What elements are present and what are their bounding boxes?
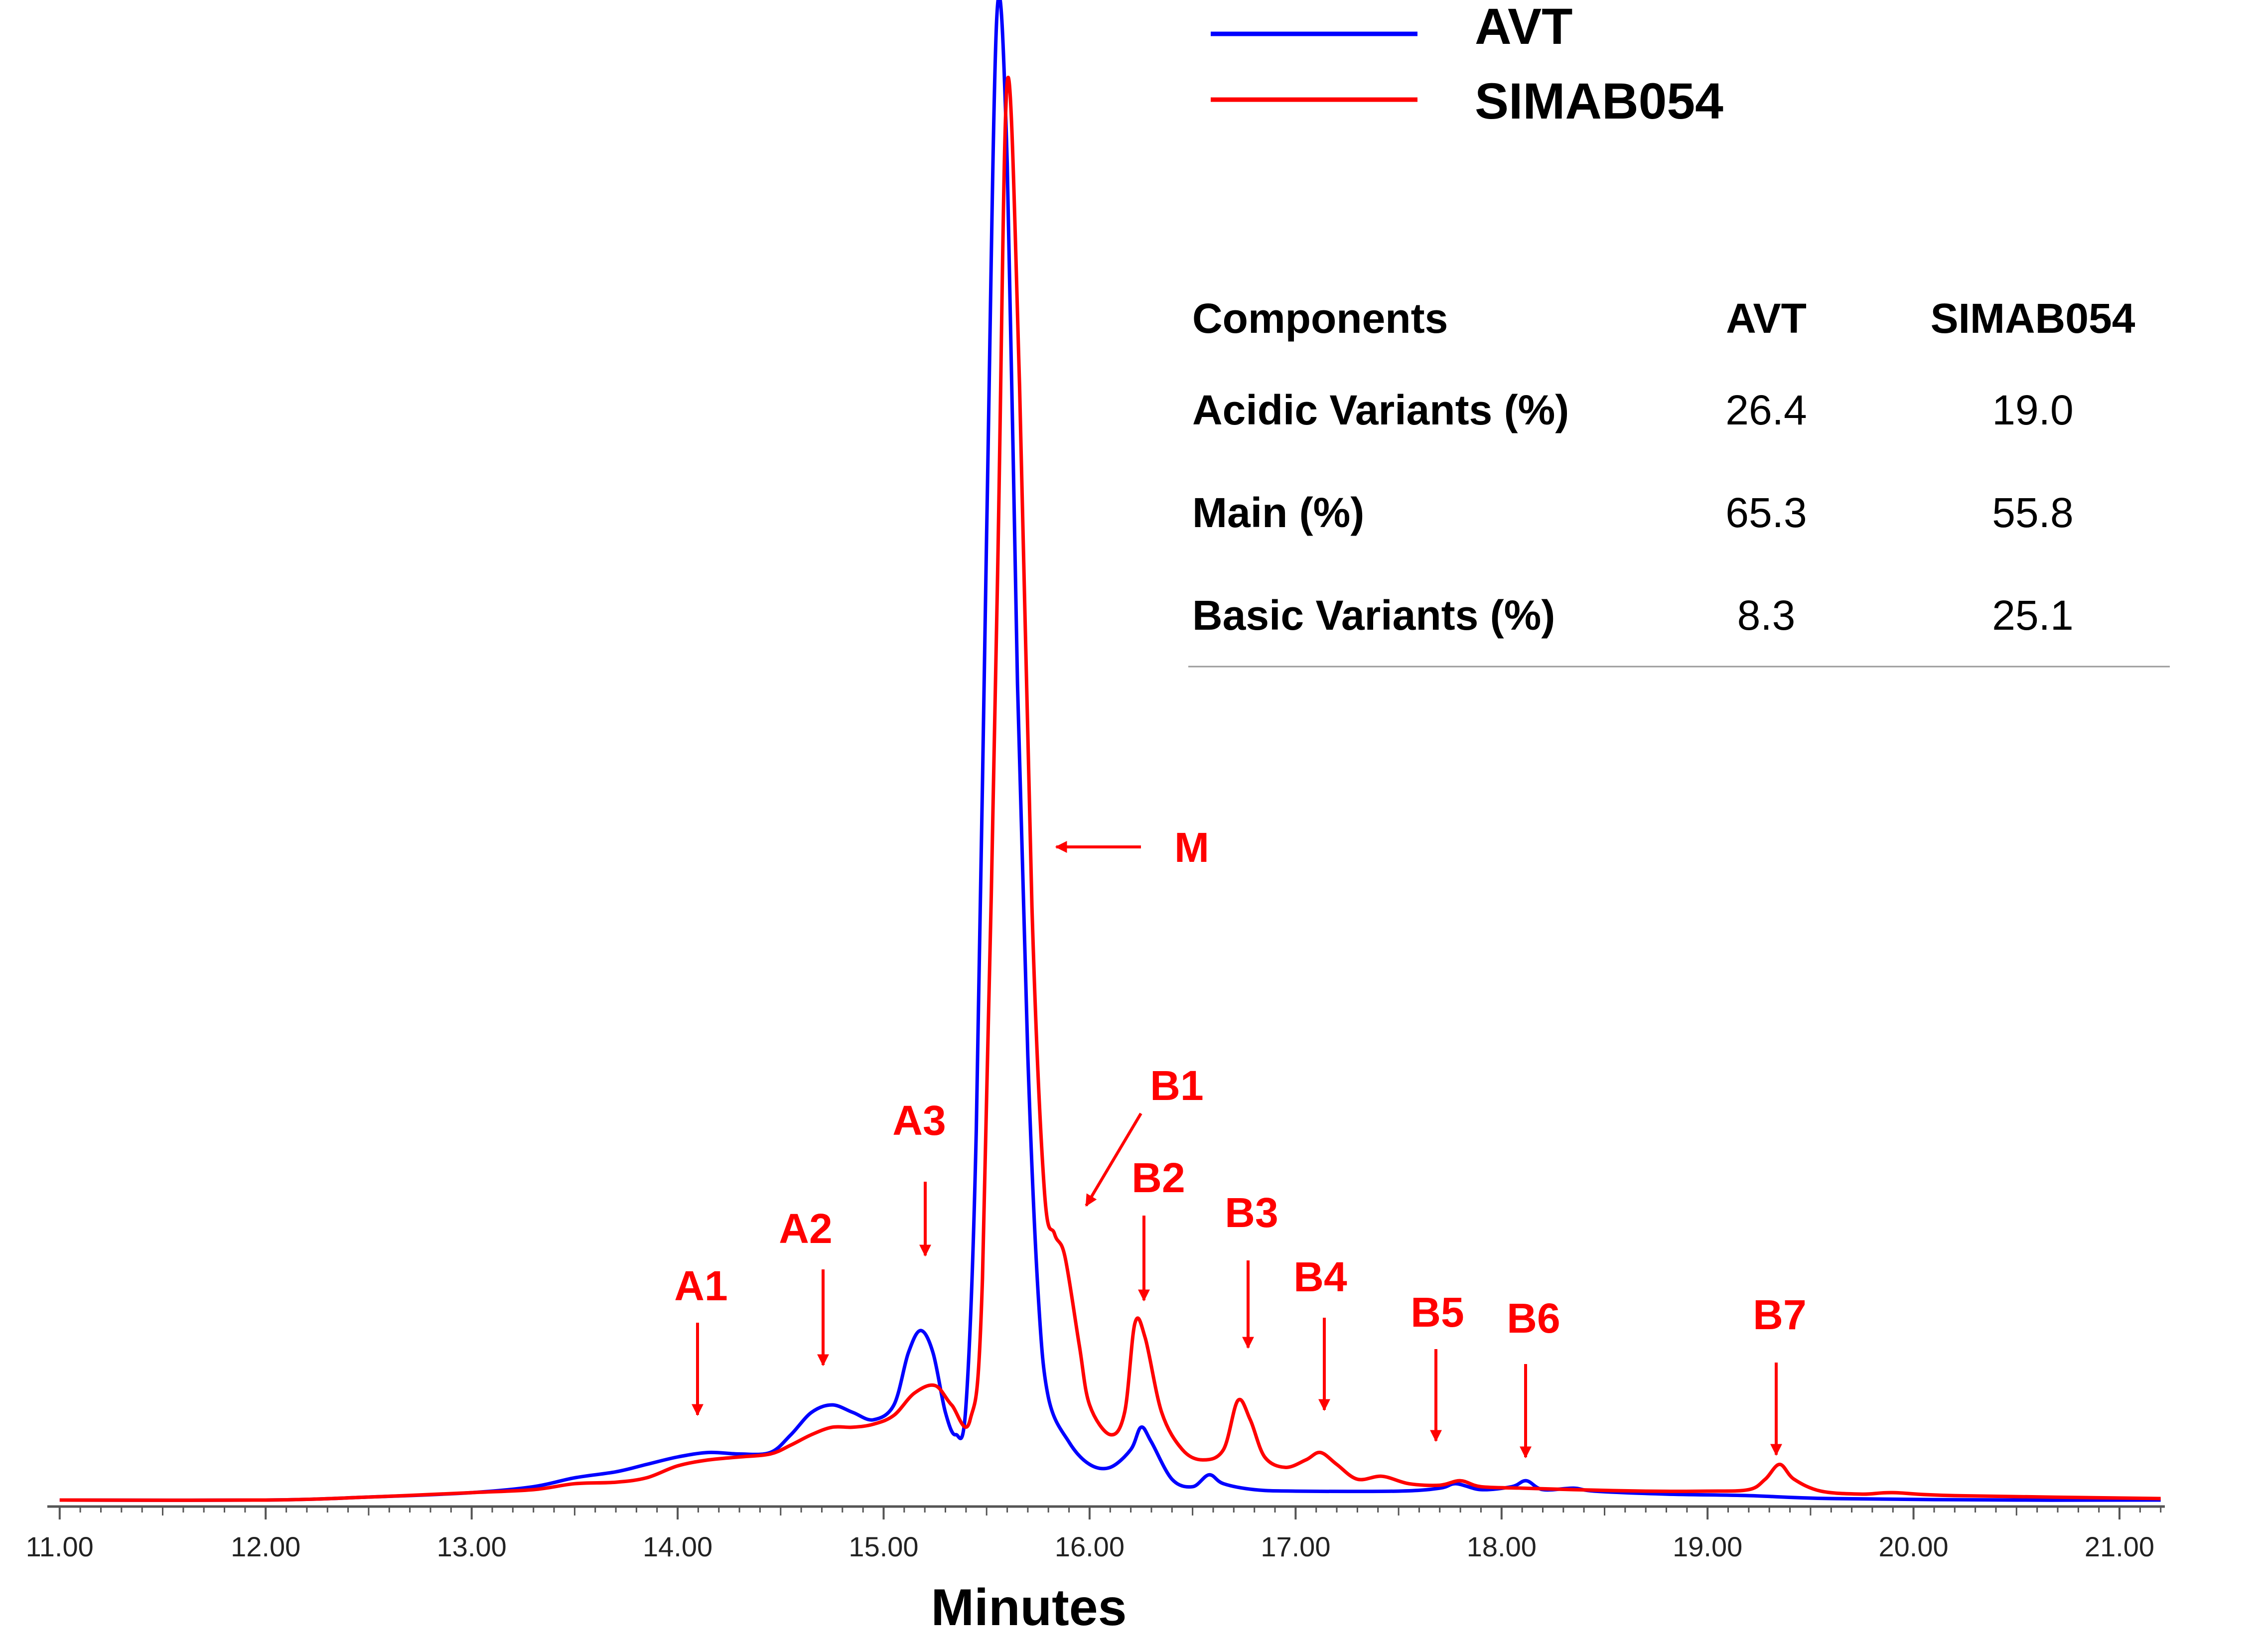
table-header-simab054: SIMAB054 bbox=[1931, 295, 2135, 342]
peak-label-b7: B7 bbox=[1753, 1291, 1806, 1338]
peak-label-b5: B5 bbox=[1411, 1289, 1464, 1336]
x-tick-label: 11.00 bbox=[26, 1531, 94, 1562]
variant-table: Components AVT SIMAB054 Acidic Variants … bbox=[1188, 295, 2170, 668]
peak-label-a1: A1 bbox=[674, 1262, 727, 1309]
peak-label-b2: B2 bbox=[1131, 1154, 1185, 1201]
x-tick-label: 14.00 bbox=[643, 1531, 712, 1562]
series-line-avt bbox=[59, 0, 2161, 1502]
series-line-simab054 bbox=[59, 76, 2161, 1502]
x-tick-label: 17.00 bbox=[1261, 1531, 1330, 1562]
legend-label-simab054: SIMAB054 bbox=[1475, 73, 1723, 130]
x-axis-label: Minutes bbox=[931, 1579, 1127, 1637]
x-tick-label: 13.00 bbox=[437, 1531, 507, 1562]
x-tick-label: 15.00 bbox=[848, 1531, 918, 1562]
table-cell-avt: 8.3 bbox=[1737, 592, 1796, 639]
x-tick-label: 19.00 bbox=[1673, 1531, 1742, 1562]
table-cell-simab054: 25.1 bbox=[1992, 592, 2074, 639]
x-tick-label: 21.00 bbox=[2085, 1531, 2154, 1562]
peak-label-m: M bbox=[1174, 824, 1209, 871]
x-axis-ticks: 11.00 12.00 13.00 14.00 15.00 16.00 17.00 18.00… bbox=[26, 1507, 2162, 1562]
legend: AVT SIMAB054 bbox=[1211, 0, 1723, 130]
table-cell-avt: 26.4 bbox=[1725, 387, 1807, 433]
arrow-b1 bbox=[1085, 1112, 1142, 1207]
peak-label-a3: A3 bbox=[892, 1097, 946, 1144]
table-cell-simab054: 19.0 bbox=[1992, 387, 2074, 433]
table-cell-avt: 65.3 bbox=[1725, 489, 1807, 536]
x-tick-label: 20.00 bbox=[1879, 1531, 1949, 1562]
legend-label-avt: AVT bbox=[1475, 0, 1572, 55]
x-tick-label: 16.00 bbox=[1055, 1531, 1125, 1562]
table-row-label: Acidic Variants (%) bbox=[1192, 387, 1569, 433]
table-row-label: Main (%) bbox=[1192, 489, 1364, 536]
x-tick-label: 18.00 bbox=[1467, 1531, 1537, 1562]
table-header-components: Components bbox=[1192, 295, 1448, 342]
peak-label-b4: B4 bbox=[1293, 1253, 1347, 1300]
peak-label-a2: A2 bbox=[779, 1205, 832, 1252]
x-tick-label: 12.00 bbox=[231, 1531, 300, 1562]
table-cell-simab054: 55.8 bbox=[1992, 489, 2074, 536]
peak-label-b3: B3 bbox=[1225, 1189, 1278, 1236]
peak-label-b1: B1 bbox=[1150, 1062, 1203, 1109]
peak-label-b6: B6 bbox=[1507, 1295, 1560, 1342]
table-row-label: Basic Variants (%) bbox=[1192, 592, 1555, 639]
peak-annotations: A1 A2 A3 M B1 B2 B3 B4 B5 B6 B7 bbox=[674, 824, 1807, 1459]
table-header-avt: AVT bbox=[1726, 295, 1807, 342]
